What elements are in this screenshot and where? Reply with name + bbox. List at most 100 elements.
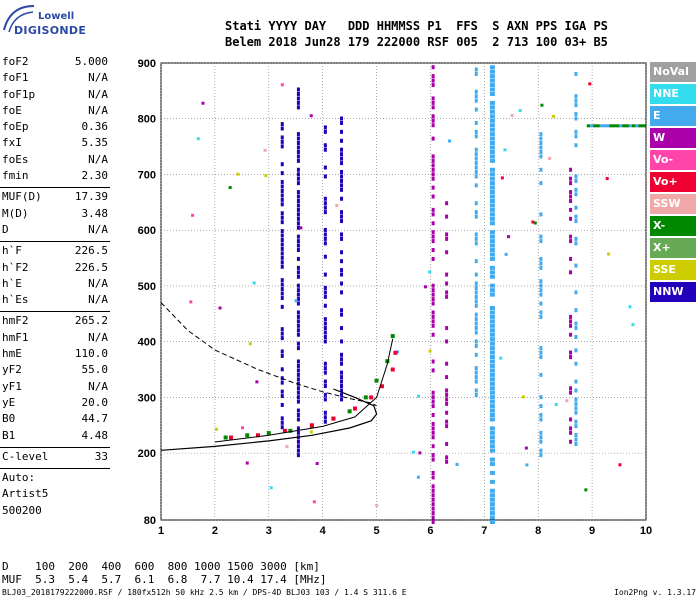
echo-mark: [489, 493, 495, 498]
echo-mark: [323, 125, 327, 130]
param-value: N/A: [88, 71, 108, 85]
echo-mark: [474, 366, 478, 371]
file-info: BLJ03_2018179222000.RSF / 180fx512h 50 k…: [2, 588, 407, 597]
echo-mark: [296, 225, 300, 230]
echo-mark: [539, 417, 543, 422]
echo-mark: [474, 259, 478, 264]
model-curve-dashed: [160, 302, 377, 407]
echo-mark: [323, 285, 327, 290]
echo-mark: [431, 323, 435, 328]
echo-mark: [569, 323, 573, 328]
echo-mark: [521, 395, 525, 399]
echo-mark: [574, 187, 578, 192]
echo-mark: [533, 221, 537, 225]
echo-mark: [554, 403, 558, 407]
echo-mark: [569, 198, 573, 203]
echo-mark: [280, 180, 284, 185]
legend-item-x: X+: [650, 238, 696, 258]
echo-mark: [431, 100, 435, 105]
echo-mark: [340, 174, 344, 179]
echo-mark: [431, 118, 435, 123]
echo-mark: [296, 328, 300, 333]
echo-mark: [574, 290, 578, 295]
x-tick-label: 8: [535, 525, 541, 537]
param-value: 17.39: [74, 190, 108, 204]
echo-mark: [280, 202, 284, 207]
echo-mark: [431, 310, 435, 315]
echo-mark: [574, 98, 578, 103]
echo-mark: [628, 305, 632, 309]
param-row-ye: yE 20.0: [0, 396, 112, 412]
echo-mark: [340, 147, 344, 152]
echo-mark: [280, 278, 284, 283]
echo-mark: [323, 210, 327, 215]
o-trace-point: [379, 384, 384, 389]
echo-mark: [280, 184, 284, 189]
x-trace-point: [288, 428, 293, 433]
echo-mark: [431, 65, 435, 70]
echo-mark: [431, 172, 435, 177]
echo-mark: [423, 285, 427, 289]
y-tick-label: 400: [138, 337, 156, 349]
param-row-foep: foEp 0.36: [0, 120, 112, 136]
echo-mark: [296, 283, 300, 288]
param-name: M(D): [2, 206, 29, 220]
echo-mark: [445, 294, 449, 299]
echo-mark: [489, 395, 495, 400]
echo-mark: [445, 455, 449, 460]
echo-mark: [280, 264, 284, 269]
echo-mark: [445, 375, 449, 380]
echo-mark: [280, 327, 284, 332]
x-tick-label: 1: [158, 525, 164, 537]
echo-mark: [539, 292, 543, 297]
model-curve-solid: [214, 338, 394, 443]
logo-line1: Lowell: [38, 11, 75, 22]
echo-mark: [323, 334, 327, 339]
echo-mark: [323, 370, 327, 375]
echo-mark: [489, 350, 495, 355]
echo-mark: [280, 287, 284, 292]
echo-mark: [631, 323, 635, 327]
muf-table: D 100 200 400 600 800 1000 1500 3000 [km…: [2, 560, 327, 586]
echo-mark: [489, 283, 495, 288]
echo-mark: [489, 457, 495, 462]
echo-mark: [500, 176, 504, 180]
echo-mark: [296, 390, 300, 395]
echo-mark: [588, 82, 592, 86]
separator: [0, 311, 110, 313]
echo-mark: [489, 332, 495, 337]
echo-mark: [280, 135, 284, 140]
legend-item-x: X-: [650, 216, 696, 236]
echo-mark: [539, 404, 543, 409]
echo-mark: [569, 176, 573, 181]
echo-mark: [574, 192, 578, 197]
echo-mark: [280, 233, 284, 238]
echo-mark: [612, 124, 617, 128]
echo-mark: [445, 232, 449, 237]
echo-mark: [296, 234, 300, 239]
echo-mark: [248, 342, 252, 346]
param-name: h`F2: [2, 260, 29, 274]
echo-mark: [489, 314, 495, 319]
echo-mark: [489, 386, 495, 391]
echo-mark: [474, 272, 478, 277]
echo-mark: [474, 290, 478, 295]
echo-mark: [431, 96, 435, 101]
echo-mark: [489, 78, 495, 83]
echo-mark: [474, 120, 478, 125]
echo-mark: [445, 392, 449, 397]
echo-mark: [323, 326, 327, 331]
echo-mark: [280, 171, 284, 176]
echo-mark: [539, 149, 543, 154]
echo-mark: [539, 310, 543, 315]
legend-item-ssw: SSW: [650, 194, 696, 214]
echo-mark: [593, 124, 598, 128]
echo-mark: [489, 502, 495, 507]
echo-mark: [445, 236, 449, 241]
param-value: 5.000: [74, 55, 108, 68]
echo-mark: [296, 319, 300, 324]
echo-mark: [296, 190, 300, 195]
echo-mark: [323, 294, 327, 299]
echo-mark: [431, 368, 435, 373]
param-row-foes: foEs N/A: [0, 153, 112, 169]
